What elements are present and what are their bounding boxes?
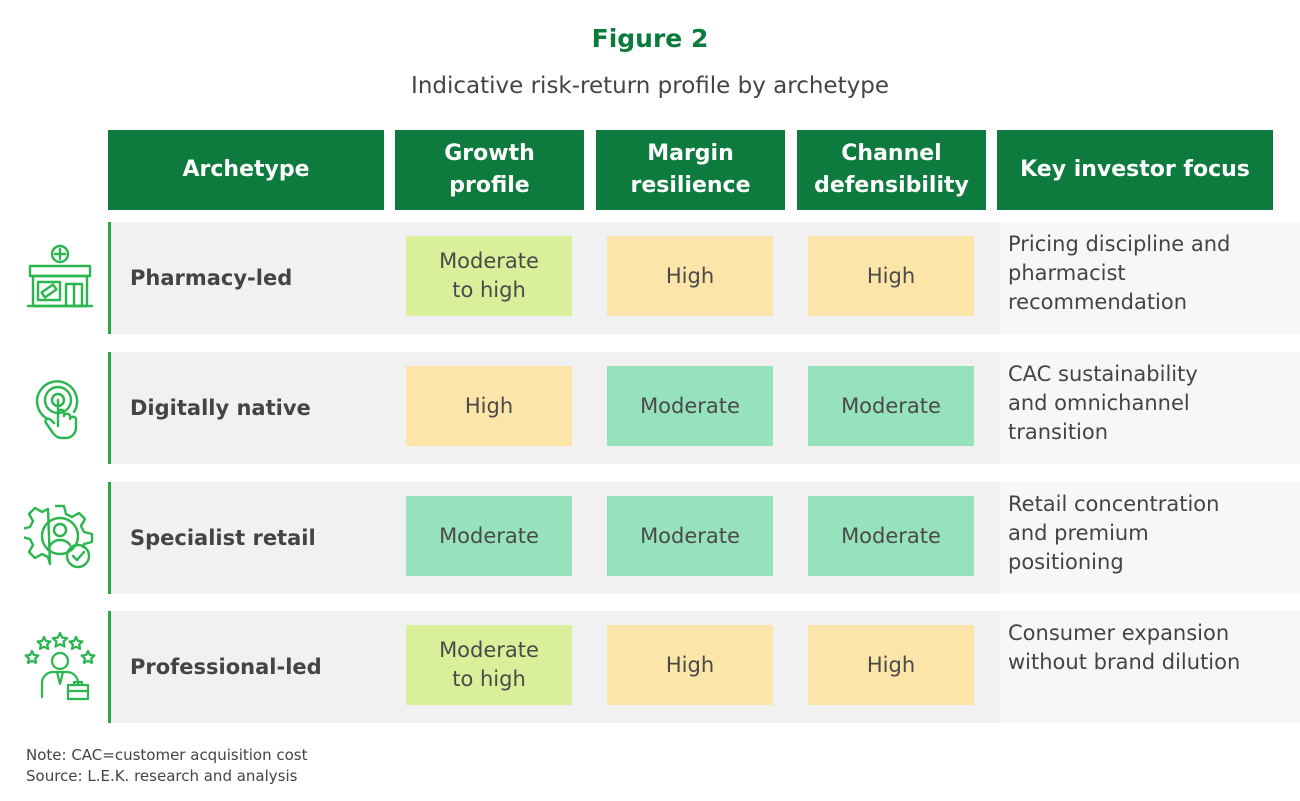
archetype-label: Pharmacy-led xyxy=(130,266,293,290)
header-channel-line2: defensibility xyxy=(814,173,969,198)
header-focus: Key investor focus xyxy=(997,130,1273,210)
row-focus-background xyxy=(1000,352,1300,464)
table-row: Pharmacy-led Moderate to high High High … xyxy=(26,222,1300,334)
header-margin-line1: Margin xyxy=(647,141,734,166)
table-row: Digitally native High Moderate Moderate … xyxy=(35,352,1300,464)
growth-cell: High xyxy=(406,366,572,446)
margin-value: High xyxy=(665,263,715,288)
margin-cell: Moderate xyxy=(607,496,773,576)
focus-line1: CAC sustainability xyxy=(1008,362,1198,386)
professional-stars-icon xyxy=(24,631,96,701)
channel-cell: Moderate xyxy=(808,496,974,576)
growth-value-line1: High xyxy=(464,393,514,418)
header-margin: Margin resilience xyxy=(596,130,785,210)
header-growth: Growth profile xyxy=(395,130,584,210)
margin-cell: Moderate xyxy=(607,366,773,446)
header-growth-line1: Growth xyxy=(444,141,535,166)
header-archetype: Archetype xyxy=(108,130,384,210)
header-margin-line2: resilience xyxy=(630,173,751,198)
growth-value-line1: Moderate xyxy=(439,249,539,273)
margin-value: High xyxy=(665,652,715,677)
row-focus-background xyxy=(1000,222,1300,334)
growth-cell: Moderate xyxy=(406,496,572,576)
growth-value-line1: Moderate xyxy=(439,638,539,662)
header-channel-line1: Channel xyxy=(841,141,942,166)
margin-value: Moderate xyxy=(640,393,740,418)
growth-cell: Moderate to high xyxy=(406,236,572,316)
footnotes: Note: CAC=customer acquisition cost Sour… xyxy=(26,745,307,787)
channel-value: High xyxy=(866,263,916,288)
channel-value: Moderate xyxy=(841,523,941,548)
archetype-label: Specialist retail xyxy=(130,526,316,550)
table-row: Professional-led Moderate to high High H… xyxy=(24,611,1300,723)
focus-line2: without brand dilution xyxy=(1008,650,1241,674)
figure-subtitle: Indicative risk-return profile by archet… xyxy=(411,73,889,99)
investor-focus: Consumer expansion without brand dilutio… xyxy=(1008,619,1298,677)
archetype-label: Digitally native xyxy=(130,396,311,420)
investor-focus: Pricing discipline and pharmacist recomm… xyxy=(1008,230,1298,317)
focus-line2: pharmacist xyxy=(1008,261,1126,285)
header-growth-line2: profile xyxy=(449,173,530,198)
row-focus-background xyxy=(1000,482,1300,594)
focus-line1: Retail concentration xyxy=(1008,492,1220,516)
focus-line2: and omnichannel xyxy=(1008,391,1190,415)
note-text: Note: CAC=customer acquisition cost xyxy=(26,746,308,764)
touch-tap-icon xyxy=(35,380,79,440)
header-archetype-label: Archetype xyxy=(182,157,310,182)
source-text: Source: L.E.K. research and analysis xyxy=(26,767,298,785)
investor-focus: CAC sustainability and omnichannel trans… xyxy=(1008,360,1298,447)
figure-title: Figure 2 xyxy=(591,24,709,53)
growth-cell: Moderate to high xyxy=(406,625,572,705)
focus-line3: transition xyxy=(1008,420,1109,444)
growth-value-line2: to high xyxy=(452,667,526,691)
channel-value: High xyxy=(866,652,916,677)
table-row: Specialist retail Moderate Moderate Mode… xyxy=(24,482,1300,594)
focus-line1: Consumer expansion xyxy=(1008,621,1230,645)
pharmacy-store-icon xyxy=(26,244,94,308)
row-focus-background xyxy=(1000,611,1300,723)
channel-cell: High xyxy=(808,236,974,316)
gear-person-check-icon xyxy=(24,504,94,569)
focus-line3: recommendation xyxy=(1008,290,1188,314)
channel-value: Moderate xyxy=(841,393,941,418)
focus-line1: Pricing discipline and xyxy=(1008,232,1231,256)
header-focus-label: Key investor focus xyxy=(1020,157,1250,182)
margin-cell: High xyxy=(607,625,773,705)
margin-value: Moderate xyxy=(640,523,740,548)
investor-focus: Retail concentration and premium positio… xyxy=(1008,490,1298,577)
growth-value-line2: to high xyxy=(452,278,526,302)
channel-cell: High xyxy=(808,625,974,705)
focus-line2: and premium xyxy=(1008,521,1149,545)
archetype-label: Professional-led xyxy=(130,655,322,679)
growth-value-line1: Moderate xyxy=(439,523,539,548)
channel-cell: Moderate xyxy=(808,366,974,446)
header-channel: Channel defensibility xyxy=(797,130,986,210)
margin-cell: High xyxy=(607,236,773,316)
focus-line3: positioning xyxy=(1008,550,1124,574)
